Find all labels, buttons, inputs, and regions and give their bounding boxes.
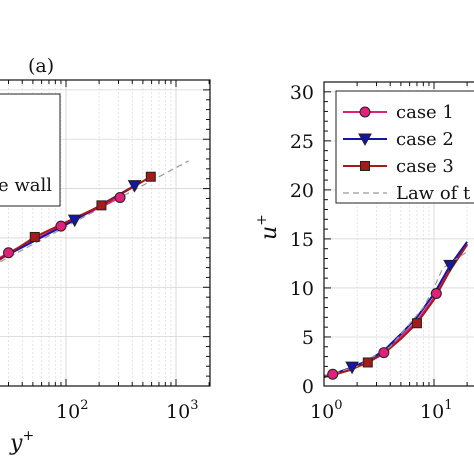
panel-b-x-tick-label: 101 <box>420 398 452 423</box>
panel-a-series-3-point <box>145 171 156 182</box>
panel-a-series-2-point <box>67 214 82 228</box>
panel-a-x-axis-label: y+ <box>9 428 34 456</box>
panel-a-series-3-point <box>29 231 40 242</box>
panel-b-series-2-point <box>443 259 457 273</box>
panel-b-y-tick-label: 5 <box>302 327 314 349</box>
panel-b-series-3-point <box>411 318 422 329</box>
panel-a-frame <box>0 79 211 387</box>
panel-a-x-tick-label: 103 <box>166 398 198 423</box>
panel-a-reference <box>0 160 189 263</box>
panel-b-series-2-point <box>345 361 359 375</box>
panel-b-y-axis-label: u+ <box>254 214 282 240</box>
panel-b-legend-label: case 3 <box>396 156 454 177</box>
panel-b-y-tick-labels: 0 5 10 15 20 25 30 <box>290 82 314 398</box>
panel-b-x-tick-base: 10 <box>420 401 444 423</box>
panel-a-legend: e wall <box>0 93 61 207</box>
panel-b-legend-label: Law of t <box>396 183 471 204</box>
panel-b-legend-marker <box>358 133 372 147</box>
panel-a-series-1-point <box>114 191 126 203</box>
panel-b-series-4-line <box>324 251 468 377</box>
panel-b-x-tick-exp: 0 <box>334 398 342 413</box>
panel-a-x-tick-labels: 102 103 <box>56 398 198 423</box>
panel-a-axes-box <box>0 79 211 387</box>
panel-a-x-tick-exp: 2 <box>80 398 88 413</box>
panel-a-legend-box <box>0 93 61 207</box>
panel-a-series-2-point <box>127 180 142 193</box>
panel-a-legend-text: e wall <box>0 175 52 196</box>
panel-a-x-tick-base: 10 <box>56 401 80 423</box>
panel-a-x-tick-label: 102 <box>56 398 88 423</box>
panel-b-y-tick-label: 25 <box>290 131 314 153</box>
panel-b-series-2-line <box>324 241 468 378</box>
panel-b-legend-box <box>335 90 474 204</box>
panel-a-series <box>0 171 156 261</box>
panel-b-legend-label: case 2 <box>396 129 454 150</box>
panel-b-series-1-point <box>327 368 339 380</box>
panel-b-frame <box>323 81 474 387</box>
panel-b-legend-label: case 1 <box>396 102 454 123</box>
panel-b-series-3-line <box>324 244 468 379</box>
panel-b-series <box>324 241 468 380</box>
panel-b-series-3-point <box>362 357 373 368</box>
panel-a-x-tick-exp: 3 <box>190 398 198 413</box>
panel-a-series-1-point <box>55 220 67 232</box>
panel-b-legend: case 1 case 2 case 3 Law of t <box>335 90 474 204</box>
panel-a: 102 103 (a) y+ e wall <box>0 55 211 456</box>
panel-b-x-tick-labels: 100 101 <box>310 398 452 423</box>
panel-b-y-tick-label: 10 <box>290 278 314 300</box>
panel-a-x-tick-base: 10 <box>166 401 190 423</box>
panel-b-legend-marker <box>359 106 371 118</box>
panel-b-legend-marker <box>360 161 370 171</box>
panel-b-x-tick-base: 10 <box>310 401 334 423</box>
panel-b-x-tick-label: 100 <box>310 398 342 423</box>
panel-a-series-1-point <box>2 247 14 259</box>
panel-b-x-tick-exp: 1 <box>444 398 452 413</box>
panel-b-series-1-point <box>430 287 442 299</box>
panel-b-y-tick-label: 15 <box>290 229 314 251</box>
panel-b-y-tick-label: 0 <box>302 376 314 398</box>
panel-a-series-3-line <box>0 175 152 261</box>
panel-b-axes-box <box>323 81 474 387</box>
panel-b-series-1-point <box>378 347 390 359</box>
panel-a-series-3-point <box>96 200 107 211</box>
panel-b-legend-items: case 1 case 2 case 3 Law of t <box>343 102 471 204</box>
panel-b-y-tick-label: 20 <box>290 180 314 202</box>
panel-a-label: (a) <box>28 55 54 77</box>
panel-b-y-tick-label: 30 <box>290 82 314 104</box>
panel-a-reference-line <box>0 160 189 263</box>
